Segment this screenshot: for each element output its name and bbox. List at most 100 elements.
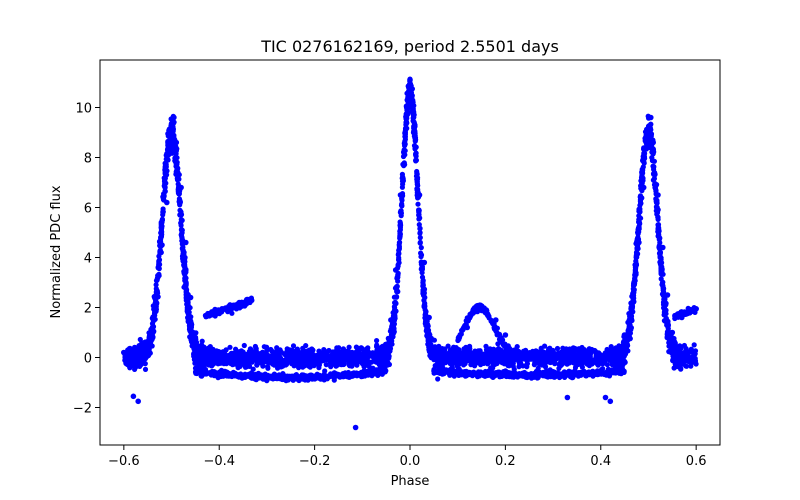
data-point bbox=[247, 346, 253, 352]
data-point bbox=[418, 252, 425, 258]
data-point bbox=[660, 279, 666, 285]
data-point bbox=[454, 361, 460, 367]
data-point bbox=[306, 363, 312, 369]
data-point bbox=[533, 351, 539, 357]
data-point bbox=[453, 345, 459, 351]
data-point bbox=[604, 362, 611, 368]
data-point bbox=[264, 373, 270, 379]
data-point bbox=[136, 343, 142, 349]
data-point bbox=[345, 353, 351, 359]
data-point bbox=[613, 354, 619, 360]
data-point bbox=[638, 200, 644, 206]
data-point bbox=[168, 136, 174, 142]
data-point bbox=[403, 115, 409, 121]
data-point bbox=[579, 344, 585, 351]
data-point bbox=[354, 373, 360, 379]
data-point bbox=[254, 374, 261, 380]
data-point bbox=[688, 363, 694, 369]
data-point bbox=[388, 335, 394, 341]
data-point bbox=[426, 337, 432, 343]
data-point bbox=[641, 154, 648, 160]
data-point bbox=[633, 271, 639, 277]
data-point bbox=[399, 203, 405, 209]
data-point bbox=[400, 176, 406, 182]
data-point bbox=[690, 350, 697, 356]
data-point bbox=[418, 266, 424, 272]
data-point bbox=[474, 353, 480, 359]
data-point bbox=[238, 348, 244, 354]
data-point bbox=[412, 133, 418, 139]
data-point bbox=[649, 157, 656, 164]
data-point bbox=[378, 362, 385, 369]
data-point bbox=[399, 184, 405, 190]
data-point bbox=[490, 361, 497, 367]
data-point bbox=[587, 353, 593, 359]
data-point bbox=[677, 344, 683, 350]
data-point bbox=[183, 286, 189, 292]
data-point bbox=[300, 364, 306, 370]
data-point bbox=[199, 338, 205, 344]
data-point bbox=[175, 170, 181, 176]
data-point bbox=[185, 300, 191, 306]
data-point bbox=[637, 194, 643, 200]
data-point bbox=[510, 363, 516, 369]
data-point bbox=[414, 176, 421, 182]
plot-area bbox=[121, 76, 699, 431]
data-point bbox=[588, 359, 594, 365]
data-point bbox=[181, 257, 187, 263]
data-point bbox=[249, 351, 255, 357]
data-point bbox=[178, 233, 185, 239]
data-point bbox=[413, 150, 419, 156]
data-point bbox=[221, 349, 227, 356]
data-point bbox=[349, 363, 355, 369]
data-point bbox=[173, 160, 179, 166]
data-point bbox=[277, 359, 283, 365]
data-point bbox=[693, 361, 699, 367]
data-point bbox=[199, 368, 205, 374]
data-point bbox=[412, 144, 418, 150]
data-point bbox=[368, 369, 374, 375]
data-point bbox=[589, 346, 595, 353]
data-point bbox=[182, 276, 188, 282]
data-point bbox=[552, 351, 559, 357]
data-point bbox=[662, 296, 668, 303]
data-point bbox=[378, 369, 384, 375]
data-point bbox=[403, 122, 409, 128]
data-point bbox=[152, 303, 158, 309]
data-point bbox=[662, 306, 668, 312]
data-point bbox=[153, 282, 159, 288]
data-point bbox=[417, 235, 423, 241]
data-point bbox=[178, 212, 185, 218]
data-point bbox=[635, 227, 641, 233]
data-point bbox=[316, 365, 322, 371]
data-point bbox=[401, 148, 407, 154]
data-point bbox=[639, 169, 645, 175]
data-point bbox=[416, 207, 422, 213]
data-point bbox=[241, 342, 247, 349]
data-point bbox=[212, 371, 219, 377]
data-point bbox=[578, 359, 584, 365]
data-point bbox=[346, 344, 352, 350]
data-point bbox=[151, 318, 157, 324]
data-point bbox=[125, 350, 131, 356]
data-point bbox=[421, 303, 428, 309]
data-point bbox=[241, 361, 247, 367]
data-point bbox=[329, 371, 335, 378]
data-point bbox=[654, 206, 660, 212]
data-point bbox=[385, 343, 391, 349]
data-point bbox=[424, 333, 430, 339]
data-point bbox=[296, 351, 302, 357]
data-point bbox=[557, 359, 564, 366]
data-point bbox=[196, 358, 202, 364]
data-point bbox=[180, 247, 186, 253]
data-point bbox=[369, 359, 375, 365]
data-point bbox=[570, 350, 576, 356]
data-point bbox=[431, 357, 437, 363]
data-point bbox=[412, 138, 418, 144]
data-point bbox=[399, 197, 405, 203]
data-point bbox=[671, 335, 677, 342]
data-point bbox=[643, 139, 650, 145]
data-point bbox=[129, 348, 135, 354]
data-point bbox=[329, 357, 335, 363]
data-point bbox=[419, 274, 426, 280]
